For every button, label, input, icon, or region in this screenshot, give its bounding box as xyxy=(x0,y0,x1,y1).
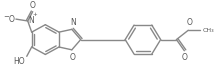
Text: O: O xyxy=(30,1,36,10)
Text: O: O xyxy=(9,15,15,24)
Text: −: − xyxy=(3,14,9,20)
Text: +: + xyxy=(33,12,37,17)
Text: O: O xyxy=(186,18,192,27)
Text: HO: HO xyxy=(13,57,25,66)
Text: CH₃: CH₃ xyxy=(203,28,215,33)
Text: N: N xyxy=(70,18,76,27)
Text: O: O xyxy=(181,53,187,62)
Text: O: O xyxy=(70,53,76,62)
Text: N: N xyxy=(29,16,35,25)
